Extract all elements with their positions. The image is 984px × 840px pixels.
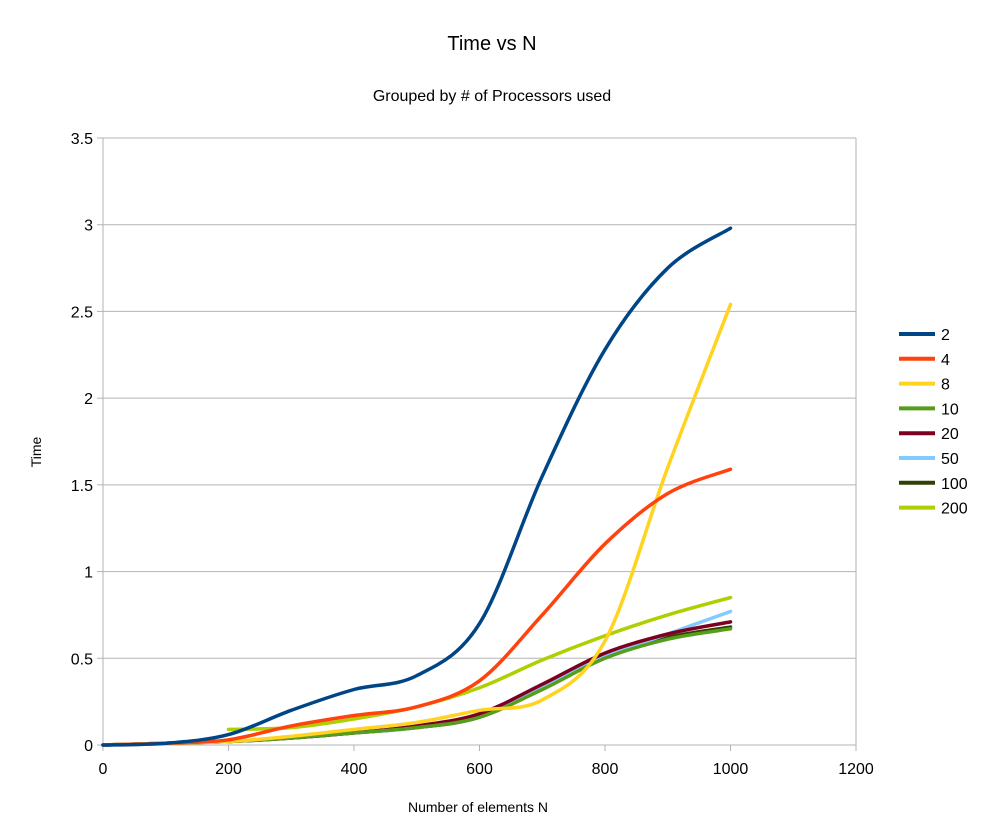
legend-label-8: 8 [941,377,950,394]
legend: 2 4 8 10 20 50 100 200 [899,327,968,518]
chart-subtitle: Grouped by # of Processors used [373,88,611,105]
series-line-200 [226,595,733,732]
legend-label-4: 4 [941,352,950,369]
y-tick-label: 1 [84,565,93,582]
series-lines [101,226,733,747]
axes [97,137,857,751]
series-line-2 [101,226,733,747]
x-axis-label: Number of elements N [408,799,548,815]
x-tick-label: 800 [592,761,619,778]
series-line-4 [101,467,733,747]
chart-title: Time vs N [447,33,536,55]
x-tick-label: 400 [341,761,368,778]
y-tick-label: 0 [84,738,93,755]
x-tick-label: 1200 [838,761,874,778]
x-tick-label: 600 [466,761,493,778]
tick-labels: 0 200 400 600 800 1000 1200 0 0.5 1 1.5 2 2.5 3 3.5 [71,131,874,778]
series-line-8 [101,302,733,747]
legend-label-100: 100 [941,476,968,493]
series-line-10 [101,627,733,747]
y-tick-label: 0.5 [71,651,93,668]
legend-label-20: 20 [941,426,959,443]
legend-label-10: 10 [941,401,959,418]
legend-label-50: 50 [941,451,959,468]
y-tick-label: 3 [84,218,93,235]
y-tick-label: 2 [84,391,93,408]
y-axis-label: Time [28,436,44,467]
y-tick-label: 2.5 [71,304,93,321]
x-tick-label: 0 [99,761,108,778]
x-tick-label: 1000 [713,761,749,778]
grid [103,137,856,659]
x-tick-label: 200 [215,761,242,778]
y-tick-label: 1.5 [71,478,93,495]
legend-label-2: 2 [941,327,950,344]
y-tick-label: 3.5 [71,131,93,148]
legend-label-200: 200 [941,501,968,518]
